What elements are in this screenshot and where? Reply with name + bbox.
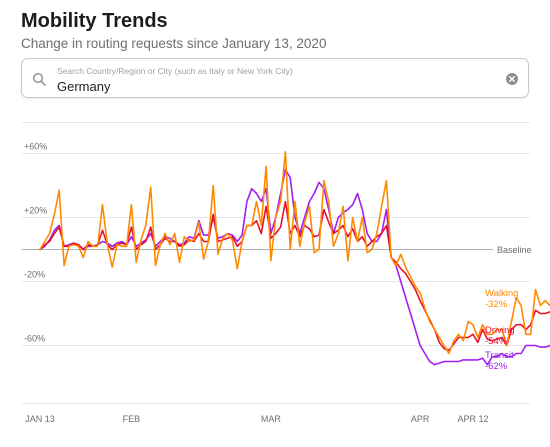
legend-value-driving: -54% [485,336,508,347]
mobility-chart: +60% +20% Baseline -20% -60% JAN 13 FEB MAR APR A… [22,122,550,424]
clear-icon[interactable] [506,73,518,85]
x-tick-label: MAR [261,414,282,424]
legend-label-driving: Driving [485,325,515,336]
x-tick-label: APR 12 [457,414,488,424]
legend-label-transit: Transit [485,350,514,361]
x-tick-label: FEB [123,414,141,424]
page-subtitle: Change in routing requests since January… [21,36,327,51]
search-icon [32,72,46,86]
baseline-label: Baseline [497,245,532,255]
search-box[interactable]: Search Country/Region or City (such as I… [21,58,529,98]
legend-label-walking: Walking [485,288,518,299]
search-placeholder: Search Country/Region or City (such as I… [57,66,293,76]
y-tick-label: -60% [24,334,45,344]
page-title: Mobility Trends [21,10,168,32]
legend-value-transit: -62% [485,361,508,372]
search-input[interactable]: Germany [57,79,111,94]
y-tick-label: -20% [24,270,45,280]
y-tick-label: +60% [24,142,47,152]
x-tick-label: JAN 13 [25,414,55,424]
series-line-walking [39,151,550,355]
x-tick-label: APR [411,414,430,424]
chart-area: +60% +20% Baseline -20% -60% JAN 13 FEB MAR APR A… [0,120,550,447]
y-tick-label: +20% [24,206,47,216]
legend-value-walking: -32% [485,299,508,310]
